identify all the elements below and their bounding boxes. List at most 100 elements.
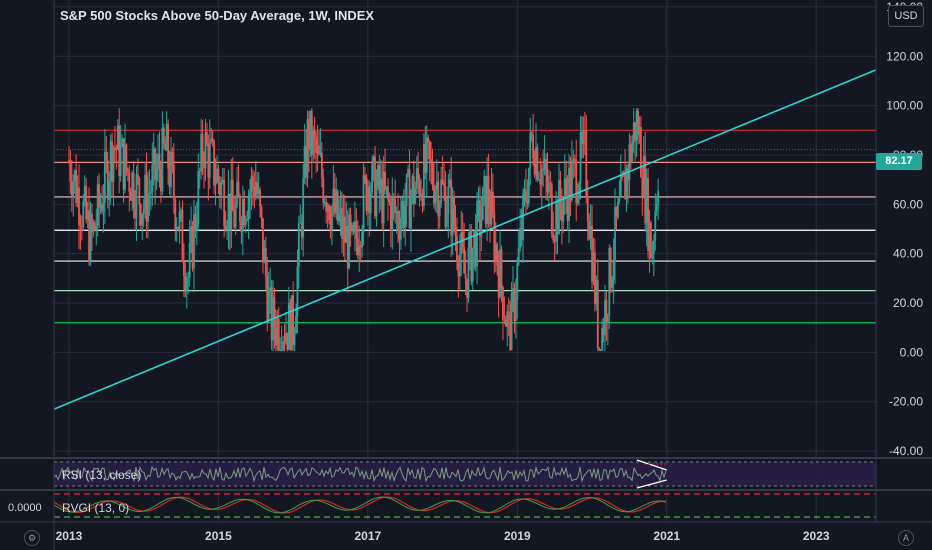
- candle-body: [473, 230, 476, 248]
- candle-body: [510, 293, 513, 350]
- trendline[interactable]: [53, 69, 877, 410]
- candle-body: [293, 333, 296, 346]
- candle-body: [424, 143, 427, 173]
- candle-body: [421, 193, 424, 207]
- candle-body: [92, 222, 95, 233]
- y-tick-label: 20.00: [893, 296, 923, 310]
- candle-body: [354, 221, 356, 232]
- candle-body: [328, 205, 330, 221]
- candle-body: [453, 196, 455, 227]
- candle-body: [339, 207, 342, 215]
- candle-body: [438, 203, 441, 217]
- candle-body: [491, 191, 494, 213]
- candle-body: [191, 226, 194, 269]
- candle-body: [126, 169, 129, 173]
- candle-body: [131, 172, 134, 201]
- candle-body: [447, 186, 450, 215]
- candle-body: [502, 287, 504, 320]
- candle-body: [178, 211, 181, 230]
- candle-body: [553, 240, 556, 242]
- settings-icon[interactable]: ⚙: [24, 530, 40, 546]
- candle-body: [323, 201, 326, 204]
- candles: [68, 108, 660, 352]
- auto-scale-icon[interactable]: A: [898, 530, 914, 546]
- candle-body: [333, 188, 336, 214]
- candle-body: [161, 127, 164, 192]
- candle-body: [627, 168, 629, 181]
- candle-body: [592, 252, 595, 282]
- candle-body: [320, 152, 323, 178]
- candle-body: [594, 252, 596, 304]
- candle-body: [549, 182, 552, 185]
- candle-body: [188, 243, 191, 278]
- candle-body: [267, 290, 270, 321]
- candle-body: [428, 141, 431, 160]
- candle-body: [280, 349, 283, 351]
- candle-body: [394, 199, 397, 214]
- candle-body: [437, 181, 440, 217]
- candle-body: [433, 185, 435, 204]
- rvgi-label[interactable]: RVGI (13, 0): [62, 501, 130, 515]
- candle-body: [479, 200, 481, 237]
- trendline-layer[interactable]: [53, 69, 877, 410]
- candle-body: [366, 186, 369, 211]
- candle-body: [106, 159, 109, 200]
- candle-body: [435, 181, 438, 190]
- candle-body: [657, 190, 660, 204]
- candle-body: [516, 263, 519, 301]
- candle-body: [296, 266, 299, 316]
- candle-body: [194, 214, 197, 231]
- candle-body: [504, 320, 507, 327]
- candle-body: [299, 222, 302, 224]
- candle-body: [450, 179, 453, 236]
- candle-body: [405, 174, 408, 207]
- candle-body: [430, 159, 432, 162]
- candle-body: [141, 213, 144, 226]
- candle-body: [260, 206, 263, 219]
- candle-body: [336, 190, 339, 222]
- candle-body: [197, 171, 200, 225]
- candle-body: [155, 169, 158, 181]
- candle-body: [303, 145, 306, 179]
- candle-body: [619, 175, 622, 197]
- candle-body: [474, 230, 477, 267]
- candle-body: [365, 176, 368, 211]
- y-tick-label: 0.00: [900, 345, 924, 359]
- candle-body: [124, 144, 126, 190]
- candle-body: [147, 193, 149, 222]
- candle-body: [253, 186, 256, 198]
- candle-body: [408, 169, 411, 229]
- candle-body: [295, 315, 297, 334]
- candle-body: [210, 138, 213, 143]
- candle-body: [460, 231, 463, 255]
- horizontal-levels: [54, 129, 876, 324]
- candle-body: [263, 247, 266, 263]
- candle-body: [105, 151, 108, 160]
- candle-body: [128, 172, 131, 192]
- rvgi-line: [53, 496, 667, 514]
- candle-body: [425, 137, 428, 173]
- candle-body: [638, 126, 641, 136]
- candle-body: [457, 261, 460, 277]
- candle-body: [244, 219, 247, 225]
- candle-body: [122, 138, 125, 190]
- candle-body: [264, 247, 267, 277]
- candle-body: [552, 233, 555, 241]
- candle-body: [652, 240, 655, 254]
- candle-body: [575, 159, 578, 204]
- candle-body: [509, 312, 512, 350]
- rsi-label[interactable]: RSI (13, close): [62, 468, 142, 482]
- candle-body: [237, 181, 240, 197]
- currency-button[interactable]: USD: [888, 5, 924, 27]
- candle-body: [598, 347, 601, 350]
- candle-body: [543, 159, 546, 170]
- chart-title: S&P 500 Stocks Above 50-Day Average, 1W,…: [60, 8, 375, 23]
- candle-body: [635, 110, 638, 141]
- candle-body: [93, 222, 96, 230]
- y-tick-label: 60.00: [893, 197, 923, 211]
- candle-body: [588, 220, 591, 240]
- candle-body: [572, 158, 575, 164]
- candle-body: [116, 125, 119, 150]
- candle-body: [180, 209, 182, 212]
